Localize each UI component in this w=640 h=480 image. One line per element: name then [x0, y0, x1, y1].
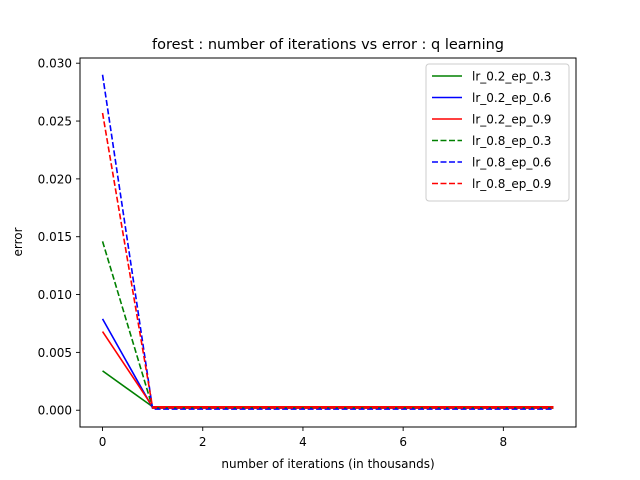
y-tick-label: 0.020 — [38, 172, 72, 186]
y-tick-label: 0.015 — [38, 230, 72, 244]
y-tick-label: 0.010 — [38, 288, 72, 302]
y-tick-label: 0.000 — [38, 404, 72, 418]
series-line-5 — [101, 74, 554, 410]
chart-title: forest : number of iterations vs error :… — [152, 37, 504, 53]
axes-frame — [79, 57, 577, 428]
legend-label: lr_0.2_ep_0.9 — [472, 113, 551, 127]
y-axis-ticks: 0.000 0.005 0.010 0.015 0.020 0.025 0.030 — [38, 57, 80, 418]
legend-label: lr_0.8_ep_0.3 — [472, 134, 551, 148]
legend-label: lr_0.2_ep_0.3 — [472, 70, 551, 84]
legend-label: lr_0.8_ep_0.6 — [472, 156, 551, 170]
x-axis-label: number of iterations (in thousands) — [221, 457, 434, 471]
x-tick-label: 0 — [99, 435, 107, 449]
y-tick-label: 0.030 — [38, 57, 72, 71]
y-tick-label: 0.025 — [38, 115, 72, 129]
legend-label: lr_0.8_ep_0.9 — [472, 177, 551, 191]
x-tick-label: 8 — [500, 435, 508, 449]
series-line-3 — [101, 331, 554, 408]
series-line-6 — [101, 112, 554, 409]
x-axis-ticks: 0 2 4 6 8 — [99, 427, 507, 449]
x-tick-label: 2 — [199, 435, 207, 449]
legend: lr_0.2_ep_0.3 lr_0.2_ep_0.6 lr_0.2_ep_0.9l… — [425, 63, 570, 202]
y-axis-label: error — [11, 227, 25, 256]
y-tick-label: 0.005 — [38, 346, 72, 360]
x-tick-label: 4 — [299, 435, 307, 449]
legend-label: lr_0.2_ep_0.6 — [472, 91, 551, 105]
x-tick-label: 6 — [399, 435, 407, 449]
series-layer — [101, 74, 554, 410]
